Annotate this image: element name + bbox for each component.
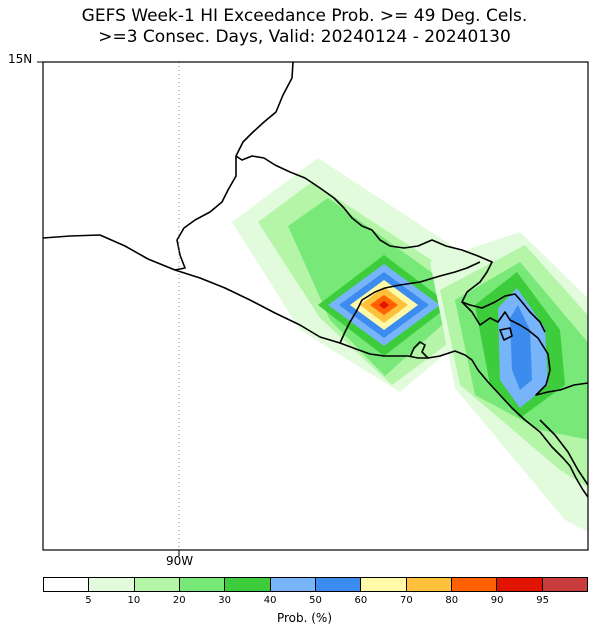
- plot-frame: [42, 61, 589, 551]
- title-line-2: >=3 Consec. Days, Valid: 20240124 - 2024…: [98, 27, 511, 47]
- colorbar-box: [225, 578, 271, 591]
- colorbar-box: [497, 578, 543, 591]
- colorbar-tick-label: 95: [536, 595, 549, 606]
- lake-outline: [499, 327, 513, 341]
- colorbar: [43, 577, 588, 592]
- colorbar-tick-label: 70: [399, 595, 413, 606]
- latitude-label: 15N: [8, 52, 33, 66]
- colorbar-tick-label: 90: [490, 595, 504, 606]
- colorbar-tick-label: 10: [127, 595, 141, 606]
- northern-coastline: [235, 62, 588, 396]
- colorbar-box: [270, 578, 316, 591]
- longitude-label: 90W: [166, 554, 194, 568]
- gulf-of-fonseca-inlet: [409, 341, 429, 359]
- colorbar-title: Prob. (%): [276, 611, 333, 625]
- colorbar-box: [542, 578, 587, 591]
- colorbar-box: [361, 578, 407, 591]
- colorbar-tick-label: 60: [354, 595, 368, 606]
- prob-90-95: [379, 301, 389, 309]
- mexico-guatemala-border: [174, 156, 237, 271]
- colorbar-tick-label: 50: [309, 595, 322, 606]
- coastlines-and-borders: [43, 62, 588, 498]
- colorbar-tick-label: 20: [172, 595, 186, 606]
- prob-50-60: [510, 305, 532, 390]
- colorbar-tick-label: 80: [445, 595, 459, 606]
- title-line-1: GEFS Week-1 HI Exceedance Prob. >= 49 De…: [81, 6, 528, 26]
- colorbar-tick-label: 30: [218, 595, 232, 606]
- colorbar-box: [315, 578, 362, 591]
- honduras-nicaragua-border: [461, 293, 546, 333]
- probability-field-east: [430, 232, 588, 532]
- colorbar-tick-label: 5: [85, 595, 92, 606]
- colorbar-box: [451, 578, 498, 591]
- colorbar-box: [406, 578, 452, 591]
- colorbar-tick-label: 40: [263, 595, 277, 606]
- costa-rica-coast: [539, 419, 588, 486]
- colorbar-box: [44, 578, 90, 591]
- guatemala-el-salvador-border: [339, 261, 481, 344]
- colorbar-box: [134, 578, 180, 591]
- colorbar-box: [89, 578, 135, 591]
- colorbar-box: [179, 578, 226, 591]
- pacific-coastline: [43, 234, 588, 498]
